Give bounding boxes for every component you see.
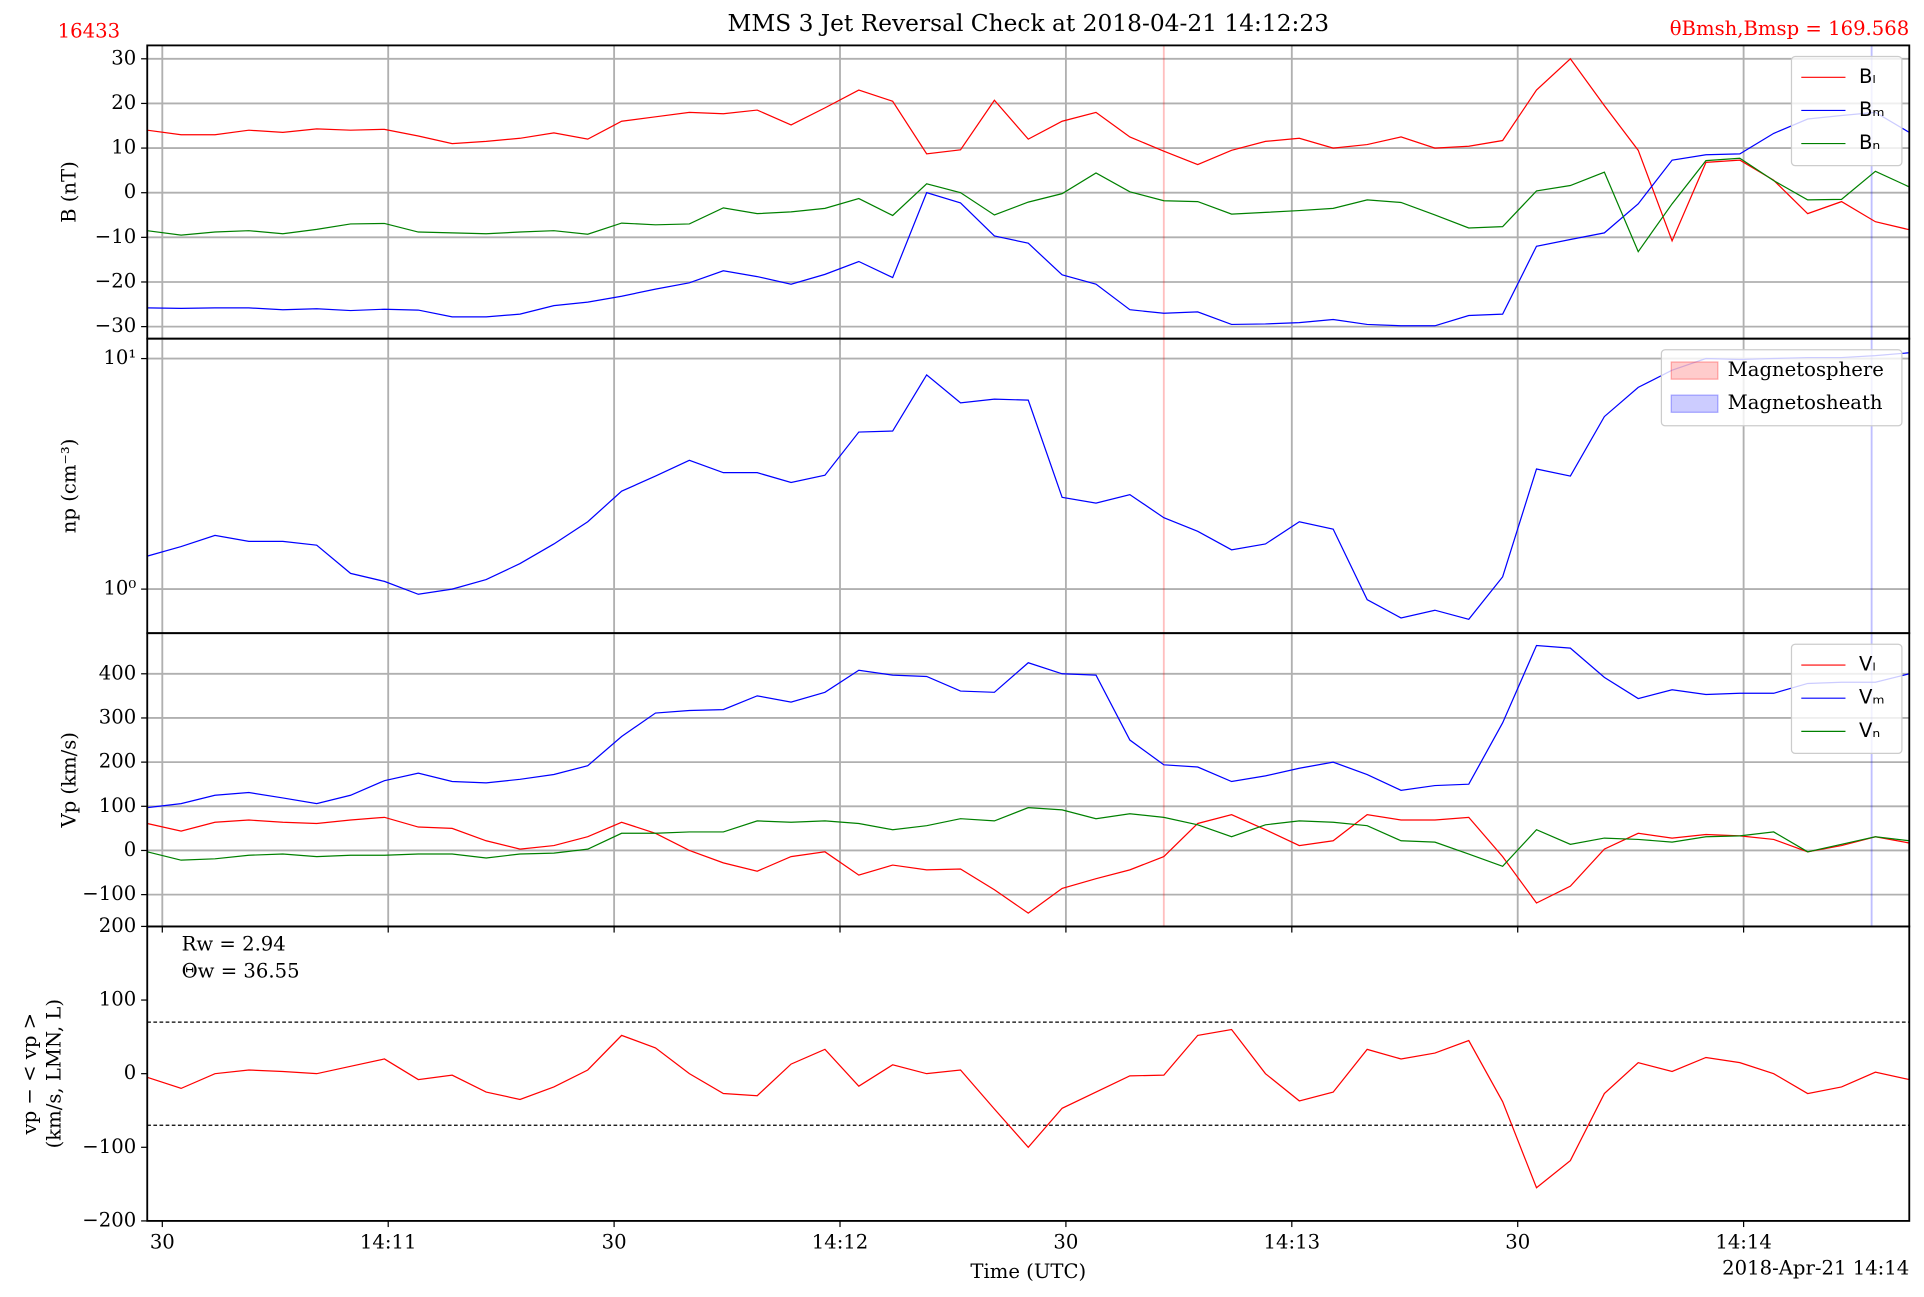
x-tick-label: 30 xyxy=(1053,1231,1078,1254)
x-tick-label: 14:14 xyxy=(1715,1231,1772,1254)
data-line xyxy=(147,807,1910,868)
data-line xyxy=(147,1028,1910,1189)
y-tick-label: −20 xyxy=(95,269,136,292)
id-label: 16433 xyxy=(58,19,120,42)
y-tick-label: −100 xyxy=(82,1135,136,1158)
annotation: Θw = 36.55 xyxy=(182,959,300,982)
y-axis-label: B (nT) xyxy=(57,161,80,223)
x-axis-label: Time (UTC) xyxy=(970,1260,1086,1283)
data-line xyxy=(147,352,1910,620)
legend-label: Bₗ xyxy=(1859,65,1876,88)
legend-label: Vₘ xyxy=(1859,686,1885,709)
legend-box xyxy=(1790,643,1903,755)
legend-patch xyxy=(1670,361,1719,380)
data-line xyxy=(147,644,1910,809)
date-label: 2018-Apr-21 14:14 xyxy=(1722,1256,1909,1279)
y-tick-label: 0 xyxy=(124,1061,137,1084)
y-tick-label: −200 xyxy=(82,1208,136,1231)
y-tick-label: −30 xyxy=(95,314,136,337)
y-tick-label: 0 xyxy=(124,180,137,203)
y-tick-label: 100 xyxy=(99,794,136,817)
legend-label: Vₗ xyxy=(1859,653,1876,676)
x-tick-label: 14:11 xyxy=(360,1231,417,1254)
legend-patch xyxy=(1670,394,1719,413)
legend-label: Vₙ xyxy=(1859,719,1880,742)
y-axis-label: (km/s, LMN, L) xyxy=(43,999,66,1149)
x-tick-label: 30 xyxy=(1505,1231,1530,1254)
y-tick-label: −10 xyxy=(95,225,136,248)
y-tick-label: 200 xyxy=(99,750,136,773)
legend-label: Magnetosheath xyxy=(1728,391,1883,414)
axes-frame xyxy=(146,925,1911,1222)
y-tick-label: 100 xyxy=(99,988,136,1011)
legend-label: Bₙ xyxy=(1859,131,1880,154)
data-line xyxy=(147,57,1910,243)
x-tick-label: 30 xyxy=(150,1231,175,1254)
legend-label: Bₘ xyxy=(1859,98,1885,121)
y-tick-label: 30 xyxy=(111,46,136,69)
y-tick-label: 0 xyxy=(124,838,137,861)
annotation: Rw = 2.94 xyxy=(182,932,286,955)
legend-box xyxy=(1660,349,1903,427)
y-axis-label: vp − < vp > xyxy=(18,1013,41,1136)
x-tick-label: 14:13 xyxy=(1264,1231,1321,1254)
y-tick-label: 200 xyxy=(99,914,136,937)
y-tick-label: 400 xyxy=(99,661,136,684)
axes-frame xyxy=(146,632,1911,928)
figure-title: MMS 3 Jet Reversal Check at 2018-04-21 1… xyxy=(728,10,1330,37)
x-tick-label: 14:12 xyxy=(812,1231,869,1254)
y-tick-label: 10⁰ xyxy=(103,577,136,600)
y-tick-label: −100 xyxy=(82,882,136,905)
angle-label: θBmsh,Bmsp = 169.568 xyxy=(1670,17,1910,40)
y-tick-label: 300 xyxy=(99,705,136,728)
data-line xyxy=(147,111,1910,327)
legend-box xyxy=(1790,55,1903,167)
data-line xyxy=(147,813,1910,914)
data-line xyxy=(147,157,1910,253)
y-tick-label: 10¹ xyxy=(103,346,136,369)
y-axis-label: Vp (km/s) xyxy=(57,732,80,828)
legend-label: Magnetosphere xyxy=(1728,358,1884,381)
y-axis-label: np (cm⁻³) xyxy=(57,439,80,534)
x-tick-label: 30 xyxy=(602,1231,627,1254)
y-tick-label: 10 xyxy=(111,136,136,159)
y-tick-label: 20 xyxy=(111,91,136,114)
